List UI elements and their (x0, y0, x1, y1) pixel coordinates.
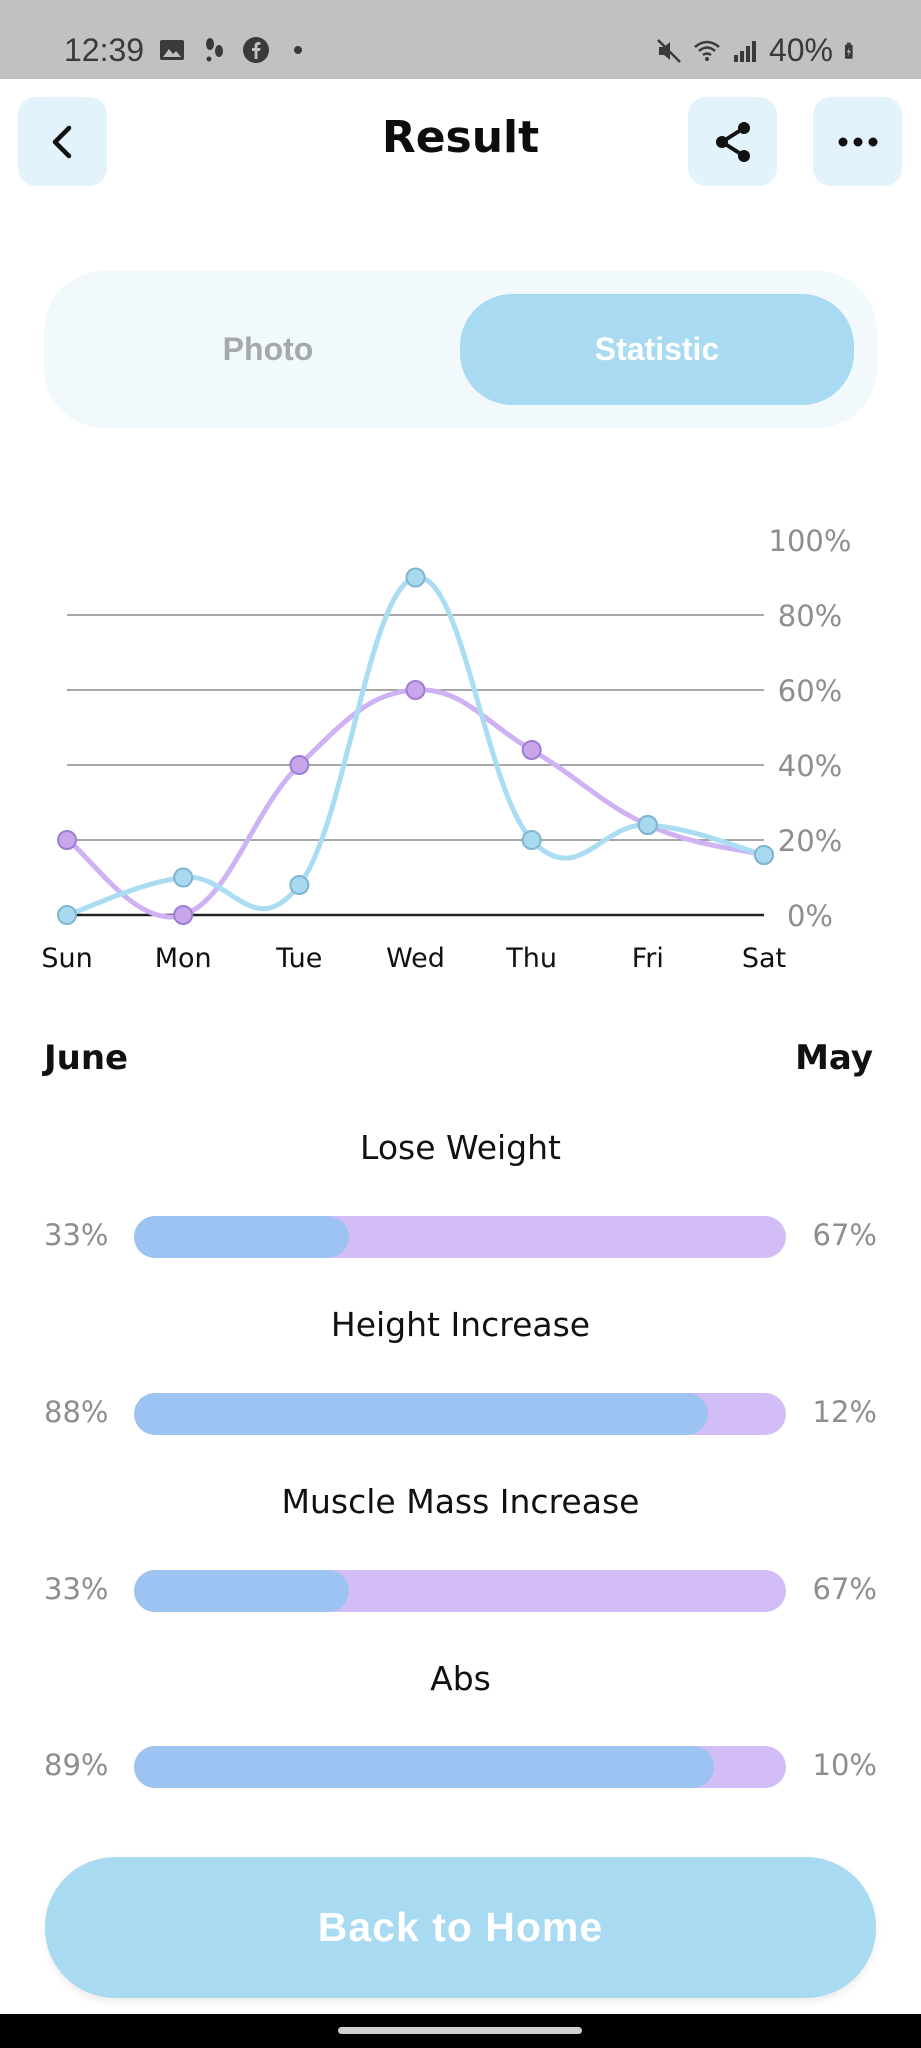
y-tick-label: 100% (769, 524, 852, 558)
x-tick-label: Sat (742, 943, 786, 974)
more-button[interactable] (813, 97, 902, 186)
x-tick-label: Sun (41, 943, 92, 974)
data-point-series-0 (754, 845, 774, 865)
y-tick-label: 80% (778, 599, 842, 633)
tab-switcher: Photo Statistic (44, 271, 877, 428)
comparison-bar-fill (134, 1570, 350, 1612)
page-title: Result (381, 112, 540, 163)
signal-icon (733, 40, 756, 62)
status-right: 40% (655, 32, 861, 69)
status-time: 12:39 (64, 32, 145, 68)
facebook-icon (243, 37, 269, 63)
data-point-series-0 (405, 567, 426, 588)
image-icon (160, 40, 184, 60)
nav-handle[interactable] (338, 2027, 582, 2034)
share-button[interactable] (688, 97, 777, 186)
comparison-bar (134, 1216, 786, 1258)
metric-right-value: 10% (812, 1748, 877, 1782)
system-nav-bar (0, 2014, 921, 2048)
comparison-bar (134, 1746, 786, 1788)
data-point-series-0 (521, 830, 542, 850)
metric-left-value: 33% (44, 1572, 109, 1606)
status-bar: 12:39 40% (0, 0, 921, 79)
comparison-bar-fill (134, 1746, 715, 1788)
steps-icon (206, 38, 223, 62)
x-tick-label: Tue (275, 943, 322, 974)
comparison-bar (134, 1393, 786, 1435)
more-horizontal-icon (838, 137, 877, 146)
x-tick-label: Thu (505, 943, 557, 974)
data-point-series-1 (405, 680, 426, 700)
data-point-series-1 (57, 830, 77, 850)
month-left-label: June (44, 1038, 129, 1078)
y-tick-label: 20% (778, 824, 842, 858)
dot-icon (294, 46, 302, 54)
x-tick-label: Wed (386, 943, 445, 974)
data-point-series-1 (173, 905, 194, 925)
metric-left-value: 33% (44, 1218, 109, 1252)
data-point-series-1 (521, 740, 542, 760)
back-button[interactable] (18, 97, 107, 186)
month-right-label: May (795, 1038, 873, 1078)
metric-title: Height Increase (330, 1305, 591, 1344)
y-tick-label: 40% (778, 749, 842, 783)
wifi-icon (694, 40, 720, 61)
data-point-series-0 (173, 867, 194, 888)
comparison-bar-fill (134, 1216, 350, 1258)
x-tick-label: Fri (632, 943, 664, 974)
mute-icon (657, 38, 681, 63)
tab-statistic[interactable]: Statistic (460, 294, 854, 405)
y-tick-label: 60% (778, 674, 842, 708)
back-to-home-button[interactable]: Back to Home (45, 1857, 876, 1998)
metric-left-value: 88% (44, 1395, 109, 1429)
metric-title: Muscle Mass Increase (281, 1482, 640, 1521)
y-tick-label: 0% (787, 899, 833, 933)
data-point-series-0 (289, 875, 310, 895)
status-left-icons (158, 36, 312, 64)
comparison-bar (134, 1570, 786, 1612)
battery-icon (844, 42, 853, 59)
share-icon (715, 121, 750, 162)
battery-percent: 40% (768, 32, 833, 68)
data-point-series-1 (289, 755, 310, 775)
series-line-1 (64, 687, 767, 920)
chevron-left-icon (52, 125, 71, 158)
comparison-bar-fill (134, 1393, 708, 1435)
metric-title: Lose Weight (360, 1128, 561, 1167)
metric-left-value: 89% (44, 1748, 109, 1782)
metric-right-value: 67% (812, 1218, 877, 1252)
data-point-series-0 (637, 815, 658, 835)
statistic-line-chart: 100% 80% 60% 40% 20% 0% Sun Mon Tue Wed Thu Fri Sat (41, 524, 852, 974)
data-point-series-0 (57, 905, 77, 925)
metric-right-value: 12% (812, 1395, 877, 1429)
x-tick-label: Mon (155, 943, 212, 974)
series-line-0 (64, 574, 767, 918)
metric-right-value: 67% (812, 1572, 877, 1606)
metric-title: Abs (430, 1659, 491, 1698)
tab-photo[interactable]: Photo (222, 331, 314, 367)
